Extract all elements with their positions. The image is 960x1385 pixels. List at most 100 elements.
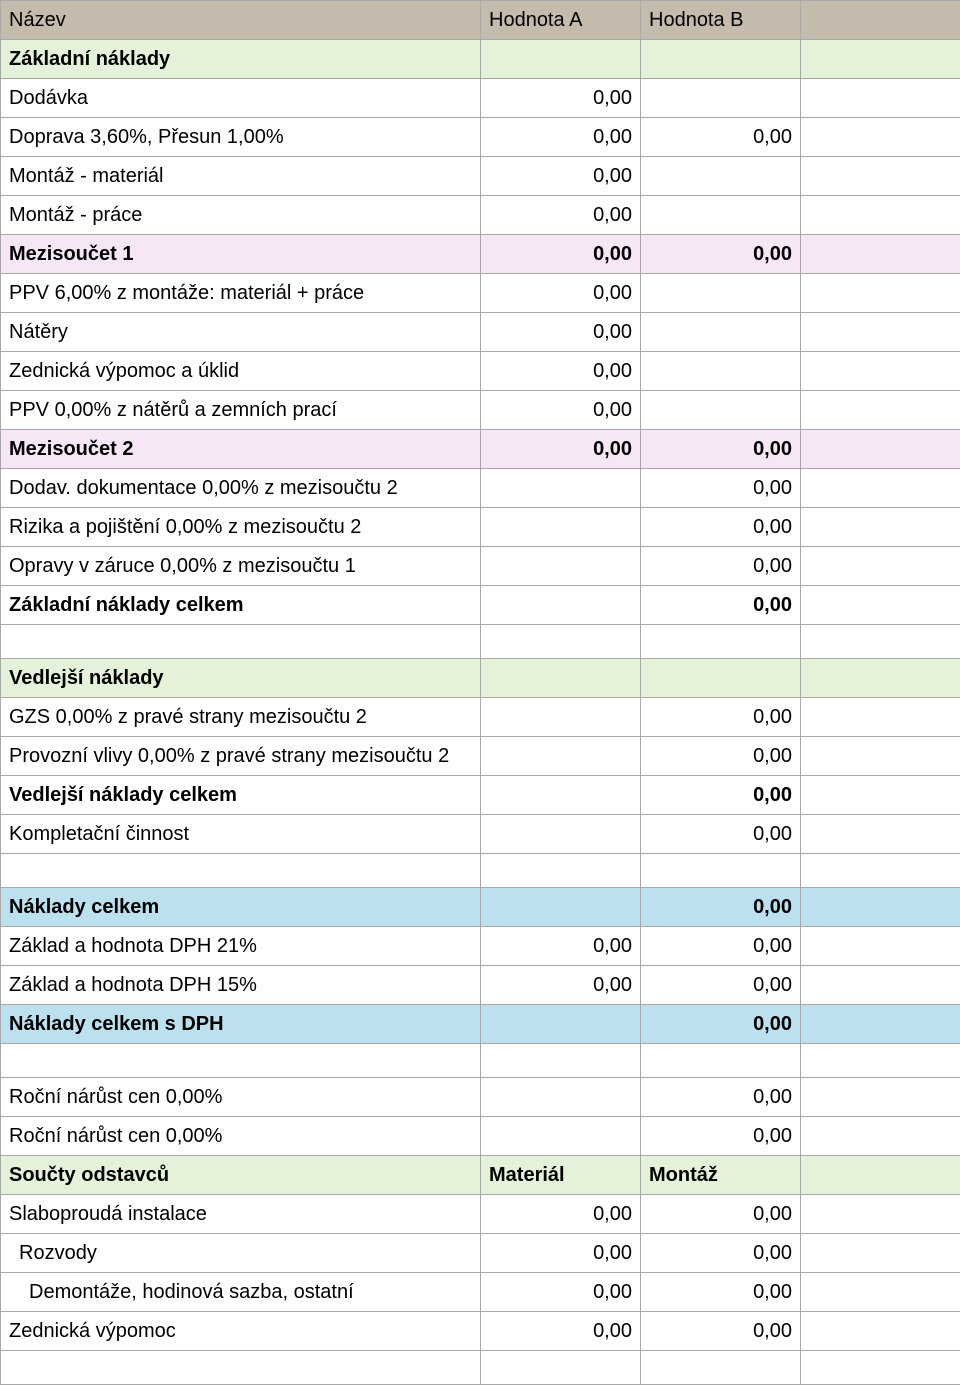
row-value-b xyxy=(641,157,801,196)
row-value-a: 0,00 xyxy=(481,1195,641,1234)
header-col-a: Hodnota A xyxy=(481,1,641,40)
row-value-a xyxy=(481,737,641,776)
table-row: Náklady celkem s DPH0,00 xyxy=(1,1005,960,1044)
row-value-b xyxy=(641,79,801,118)
row-value-a: 0,00 xyxy=(481,235,641,274)
row-value-b xyxy=(641,274,801,313)
row-extra xyxy=(801,1117,960,1156)
row-value-a: 0,00 xyxy=(481,313,641,352)
row-value-b xyxy=(641,1044,801,1078)
row-name: Součty odstavců xyxy=(1,1156,481,1195)
row-value-b xyxy=(641,40,801,79)
table-row: Demontáže, hodinová sazba, ostatní0,000,… xyxy=(1,1273,960,1312)
row-value-a xyxy=(481,1005,641,1044)
row-value-b: 0,00 xyxy=(641,698,801,737)
row-value-b: 0,00 xyxy=(641,430,801,469)
row-value-a: 0,00 xyxy=(481,1234,641,1273)
row-name: Základní náklady celkem xyxy=(1,586,481,625)
row-extra xyxy=(801,927,960,966)
row-extra xyxy=(801,815,960,854)
row-value-b xyxy=(641,313,801,352)
row-value-a: 0,00 xyxy=(481,274,641,313)
row-value-a: 0,00 xyxy=(481,157,641,196)
row-extra xyxy=(801,586,960,625)
row-name: Doprava 3,60%, Přesun 1,00% xyxy=(1,118,481,157)
row-value-a xyxy=(481,1351,641,1385)
row-value-b xyxy=(641,625,801,659)
header-name: Název xyxy=(1,1,481,40)
row-name: Vedlejší náklady xyxy=(1,659,481,698)
row-name: Mezisoučet 2 xyxy=(1,430,481,469)
table-row: Základ a hodnota DPH 15%0,000,00 xyxy=(1,966,960,1005)
row-value-b xyxy=(641,391,801,430)
row-name: Demontáže, hodinová sazba, ostatní xyxy=(1,1273,481,1312)
row-extra xyxy=(801,1078,960,1117)
row-value-b xyxy=(641,352,801,391)
row-extra xyxy=(801,966,960,1005)
row-extra xyxy=(801,40,960,79)
row-extra xyxy=(801,1156,960,1195)
table-row: Mezisoučet 10,000,00 xyxy=(1,235,960,274)
row-value-b: 0,00 xyxy=(641,586,801,625)
row-name: Roční nárůst cen 0,00% xyxy=(1,1117,481,1156)
row-value-a: 0,00 xyxy=(481,430,641,469)
row-extra xyxy=(801,1234,960,1273)
row-value-b xyxy=(641,659,801,698)
table-row: Vedlejší náklady xyxy=(1,659,960,698)
row-value-a: Materiál xyxy=(481,1156,641,1195)
row-extra xyxy=(801,79,960,118)
row-extra xyxy=(801,1195,960,1234)
row-value-b: 0,00 xyxy=(641,1195,801,1234)
table-row: Slaboproudá instalace0,000,00 xyxy=(1,1195,960,1234)
row-value-b: 0,00 xyxy=(641,1312,801,1351)
row-name: PPV 6,00% z montáže: materiál + práce xyxy=(1,274,481,313)
row-value-a: 0,00 xyxy=(481,79,641,118)
row-value-b: 0,00 xyxy=(641,1234,801,1273)
row-value-b: 0,00 xyxy=(641,776,801,815)
row-value-b: 0,00 xyxy=(641,966,801,1005)
row-value-b xyxy=(641,854,801,888)
table-row: PPV 0,00% z nátěrů a zemních prací0,00 xyxy=(1,391,960,430)
row-value-a: 0,00 xyxy=(481,391,641,430)
cost-summary-page: Název Hodnota A Hodnota B Základní nákla… xyxy=(0,0,960,1385)
row-value-a xyxy=(481,1117,641,1156)
table-row xyxy=(1,1351,960,1385)
cost-table: Název Hodnota A Hodnota B Základní nákla… xyxy=(0,0,960,1385)
row-value-b: 0,00 xyxy=(641,469,801,508)
row-name: Slaboproudá instalace xyxy=(1,1195,481,1234)
row-name xyxy=(1,625,481,659)
row-name: GZS 0,00% z pravé strany mezisoučtu 2 xyxy=(1,698,481,737)
row-extra xyxy=(801,737,960,776)
row-value-a xyxy=(481,698,641,737)
table-row: Montáž - materiál0,00 xyxy=(1,157,960,196)
row-name: Opravy v záruce 0,00% z mezisoučtu 1 xyxy=(1,547,481,586)
table-row: Kompletační činnost0,00 xyxy=(1,815,960,854)
row-extra xyxy=(801,352,960,391)
row-value-a xyxy=(481,1044,641,1078)
row-extra xyxy=(801,625,960,659)
row-extra xyxy=(801,776,960,815)
row-name: Mezisoučet 1 xyxy=(1,235,481,274)
table-row: Provozní vlivy 0,00% z pravé strany mezi… xyxy=(1,737,960,776)
row-name: Kompletační činnost xyxy=(1,815,481,854)
row-extra xyxy=(801,1044,960,1078)
row-value-b: 0,00 xyxy=(641,1005,801,1044)
row-name: Dodávka xyxy=(1,79,481,118)
row-value-a: 0,00 xyxy=(481,927,641,966)
row-name: PPV 0,00% z nátěrů a zemních prací xyxy=(1,391,481,430)
row-value-a: 0,00 xyxy=(481,196,641,235)
row-value-b: 0,00 xyxy=(641,508,801,547)
row-value-a: 0,00 xyxy=(481,118,641,157)
table-row: Roční nárůst cen 0,00%0,00 xyxy=(1,1117,960,1156)
table-row: Součty odstavcůMateriálMontáž xyxy=(1,1156,960,1195)
row-name: Základní náklady xyxy=(1,40,481,79)
header-col-extra xyxy=(801,1,960,40)
row-name xyxy=(1,1044,481,1078)
row-value-b xyxy=(641,1351,801,1385)
row-value-b: 0,00 xyxy=(641,737,801,776)
row-value-a: 0,00 xyxy=(481,1273,641,1312)
table-row: Montáž - práce0,00 xyxy=(1,196,960,235)
row-value-b: 0,00 xyxy=(641,927,801,966)
row-value-a xyxy=(481,469,641,508)
table-row xyxy=(1,1044,960,1078)
